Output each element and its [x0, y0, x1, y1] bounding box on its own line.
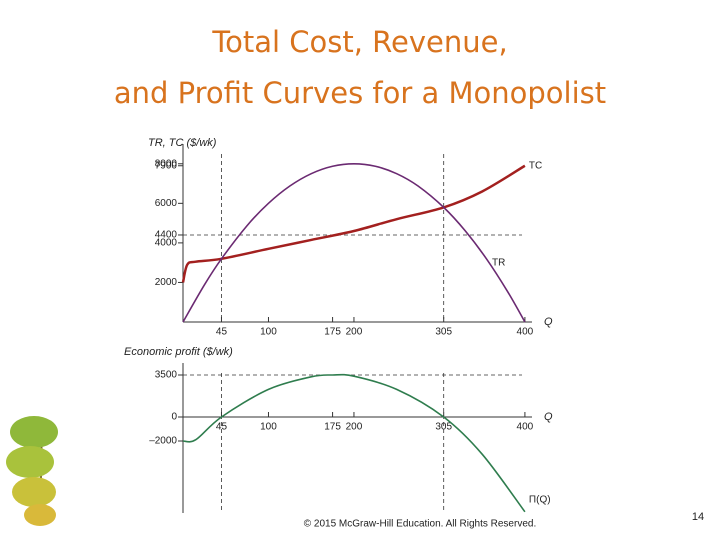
series-label: TR	[492, 257, 505, 268]
y-tick-label: 8000	[155, 158, 178, 169]
series-line	[181, 164, 526, 283]
series-line	[182, 162, 526, 323]
x-tick-label: 45	[216, 327, 228, 338]
x-axis-label: Q	[544, 316, 553, 328]
leaf-decoration	[6, 416, 58, 526]
x-axis-label: Q	[544, 411, 553, 423]
y-tick-label: 3500	[155, 370, 178, 381]
series-label: Π(Q)	[529, 494, 551, 505]
x-tick-label: 100	[260, 327, 277, 338]
footer: © 2015 McGraw-Hill Education. All Rights…	[304, 519, 536, 530]
x-tick-label: 175	[324, 422, 341, 433]
y-tick-label: –2000	[149, 436, 177, 447]
x-tick-label: 200	[346, 422, 363, 433]
x-tick-label: 400	[517, 422, 534, 433]
x-tick-label: 305	[435, 422, 452, 433]
title-line: Total Cost, Revenue,	[211, 25, 507, 59]
y-axis-label: TR, TC ($/wk)	[148, 137, 217, 149]
page-number: 14	[692, 511, 704, 523]
x-tick-label: 100	[260, 422, 277, 433]
y-tick-label: 4400	[155, 230, 178, 241]
title-line: and Profit Curves for a Monopolist	[114, 76, 606, 110]
series-line	[182, 373, 526, 513]
x-tick-label: 200	[346, 327, 363, 338]
x-tick-label: 45	[216, 422, 228, 433]
y-tick-label: 6000	[155, 198, 178, 209]
x-tick-label: 305	[435, 327, 452, 338]
y-tick-label: 2000	[155, 277, 178, 288]
y-axis-label: Economic profit ($/wk)	[124, 346, 233, 358]
y-tick-label: 0	[171, 412, 177, 423]
series-label: TC	[529, 160, 542, 171]
y-tick-label: 7900	[155, 160, 178, 171]
y-tick-label: 4000	[155, 238, 178, 249]
x-tick-label: 175	[324, 327, 341, 338]
x-tick-label: 400	[517, 327, 534, 338]
